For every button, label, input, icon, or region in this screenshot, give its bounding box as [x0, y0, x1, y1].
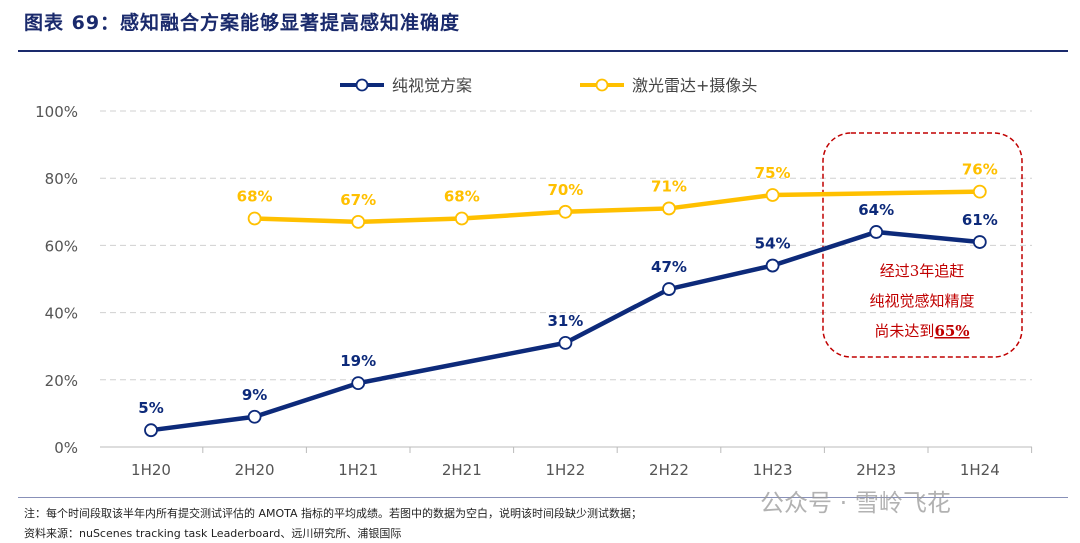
- data-point: [558, 335, 573, 350]
- y-tick-label: 100%: [35, 103, 78, 121]
- data-label: 71%: [651, 177, 687, 195]
- legend-marker: [595, 78, 609, 92]
- x-tick-label: 2H20: [235, 461, 275, 479]
- legend-label: 激光雷达+摄像头: [632, 76, 757, 95]
- y-tick-label: 20%: [45, 372, 78, 390]
- x-tick-label: 1H20: [131, 461, 171, 479]
- data-label: 19%: [340, 352, 376, 370]
- data-point: [247, 211, 262, 226]
- annotation-text: 尚未达到65%: [874, 322, 969, 340]
- data-label: 70%: [547, 181, 583, 199]
- title-rule: [18, 50, 1068, 52]
- data-label: 68%: [444, 188, 480, 206]
- source-note: 资料来源：nuScenes tracking task Leaderboard、…: [24, 527, 402, 540]
- y-tick-label: 0%: [54, 439, 78, 457]
- data-label: 68%: [237, 188, 273, 206]
- data-label: 31%: [547, 312, 583, 330]
- annotation-text: 经过3年追赶: [880, 262, 965, 280]
- x-tick-label: 2H23: [856, 461, 896, 479]
- data-label: 9%: [242, 386, 267, 404]
- figure-title: 图表 69：感知融合方案能够显著提高感知准确度: [24, 12, 461, 34]
- annotation-text: 纯视觉感知精度: [869, 292, 974, 310]
- data-label: 64%: [858, 201, 894, 219]
- data-point: [765, 258, 780, 273]
- data-point: [351, 214, 366, 229]
- footnote: 注：每个时间段取该半年内所有提交测试评估的 AMOTA 指标的平均成绩。若图中的…: [24, 507, 643, 520]
- series-line: [150, 229, 981, 433]
- watermark: 公众号 · 雪岭飞花: [760, 489, 951, 517]
- data-point: [454, 211, 469, 226]
- data-label: 54%: [755, 235, 791, 253]
- x-tick-label: 1H21: [338, 461, 378, 479]
- data-label: 5%: [138, 399, 163, 417]
- data-point: [144, 423, 158, 438]
- legend-marker: [355, 78, 369, 92]
- data-label: 67%: [340, 191, 376, 209]
- x-tick-label: 2H22: [649, 461, 689, 479]
- footer-rule: [18, 497, 1068, 498]
- data-point: [972, 235, 987, 249]
- line-chart: 0% 20% 40% 60% 80% 100% 1H20 2H20 1H21 2H21 1H22 2H…: [35, 76, 1033, 479]
- data-label: 61%: [962, 211, 998, 229]
- data-point: [558, 204, 573, 219]
- data-point: [972, 184, 987, 199]
- x-tick-label: 1H24: [960, 461, 1000, 479]
- data-point: [765, 188, 780, 202]
- x-tick-label: 1H23: [753, 461, 793, 479]
- y-tick-label: 80%: [45, 170, 78, 188]
- x-tick-label: 1H22: [545, 461, 585, 479]
- data-point: [662, 282, 676, 296]
- data-point: [869, 225, 884, 239]
- y-tick-label: 60%: [45, 237, 78, 255]
- legend-label: 纯视觉方案: [392, 76, 472, 95]
- data-label: 75%: [755, 164, 791, 182]
- data-point: [351, 376, 366, 391]
- data-point: [662, 201, 676, 216]
- y-tick-label: 40%: [45, 305, 78, 323]
- annotation-highlight: 65%: [934, 322, 969, 340]
- data-label: 47%: [651, 258, 687, 276]
- data-label: 76%: [962, 161, 998, 179]
- data-point: [247, 409, 262, 424]
- x-tick-label: 2H21: [442, 461, 482, 479]
